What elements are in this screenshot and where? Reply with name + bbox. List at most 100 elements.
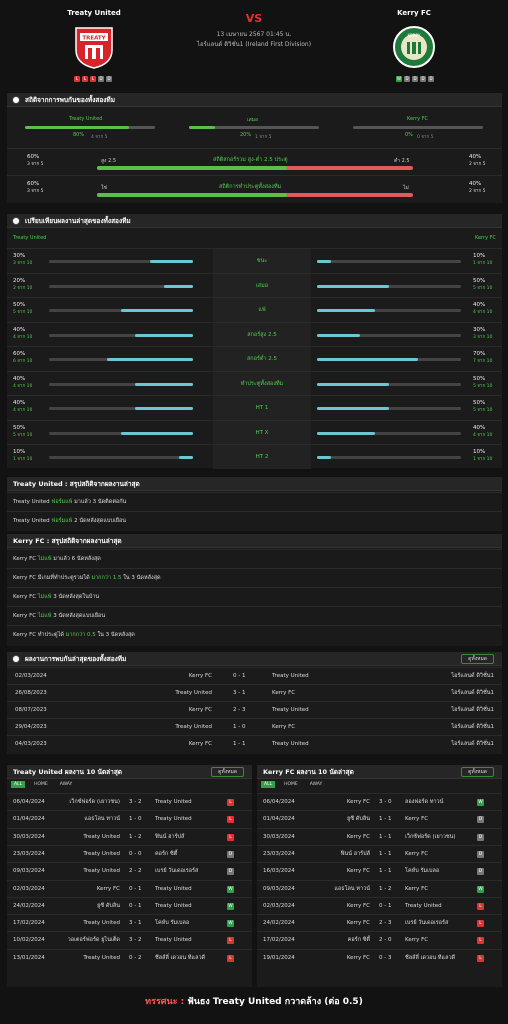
compare-row: 10% 1 จาก 10 HT 2 10% 1 จาก 10 <box>7 444 502 469</box>
compare-row: 40% 4 จาก 10 HT 1 50% 5 จาก 10 <box>7 395 502 420</box>
summary-rest: มาแล้ว 3 นัดติดต่อกัน <box>74 499 127 505</box>
match-away: เบรย์ วันเดอเรอร์ส <box>155 868 199 875</box>
h2h-result-row[interactable]: 02/03/2024 Kerry FC 0 - 1 Treaty United ไอร์… <box>7 667 502 684</box>
match-row[interactable]: 23/03/2024 ฟินน์ ฮาร์ปส์ 1 - 1 Kerry FC D <box>257 844 502 862</box>
h2h-stats-title: สถิติจากการพบกันของทั้งสองทีม <box>7 93 502 107</box>
form-badge: D <box>98 76 104 82</box>
match-away: Treaty United <box>155 885 192 892</box>
match-home: Kerry FC <box>96 885 120 892</box>
match-date: 13/01/2024 <box>13 954 45 961</box>
btts-bar <box>97 193 413 197</box>
compare-right-fill <box>317 431 375 435</box>
compare-left-fill <box>135 382 193 386</box>
home-team-name[interactable]: Treaty United <box>67 9 121 17</box>
match-row[interactable]: 02/03/2024 Kerry FC 0 - 1 Treaty United L <box>257 896 502 914</box>
h2h-result-row[interactable]: 26/08/2023 Treaty United 3 - 1 Kerry FC ไอร์… <box>7 684 502 701</box>
match-row[interactable]: 24/02/2024 ยูซี ดับลิน 0 - 1 Treaty United W <box>7 896 252 914</box>
tab-away[interactable]: AWAY <box>309 782 323 787</box>
compare-row: 20% 2 จาก 10 เสมอ 50% 5 จาก 10 <box>7 272 502 298</box>
form-badge: D <box>428 76 434 82</box>
compare-left-pct-sub: 1 จาก 10 <box>13 457 33 462</box>
match-row[interactable]: 30/03/2024 Kerry FC 1 - 1 เว็กซ์ฟอร์ด (เยาว… <box>257 827 502 845</box>
ou-left-label: สูง 2.5 <box>101 158 117 164</box>
compare-away-label: Kerry FC <box>474 235 496 241</box>
compare-left-pct: 40% 4 จาก 10 <box>13 400 32 414</box>
match-home: เว็กซ์ฟอร์ด (เยาวชน) <box>69 799 120 805</box>
verdict: ทรรศนะ : ฟันธง Treaty United กวาดล้าง (ต… <box>0 994 508 1008</box>
match-home: Kerry FC <box>346 868 370 875</box>
match-home: Kerry FC <box>346 833 370 840</box>
match-score: 0 - 1 <box>379 902 392 909</box>
compare-right-bar <box>317 407 461 410</box>
tab-all[interactable]: ALL <box>261 781 276 788</box>
match-row[interactable]: 06/04/2024 Kerry FC 3 - 0 ลองฟอร์ด ทาวน์ W <box>257 793 502 810</box>
form-badge: L <box>90 76 96 82</box>
football-icon <box>12 655 20 663</box>
summary-team: Kerry FC <box>13 632 38 638</box>
match-row[interactable]: 30/03/2024 Treaty United 1 - 2 ฟินน์ ฮาร์ปส… <box>7 827 252 845</box>
h2h-away: Treaty United <box>272 741 309 747</box>
match-row[interactable]: 13/01/2024 Treaty United 0 - 2 ชีลส์ลี่ เดว… <box>7 948 252 966</box>
match-home: วอเตอร์ฟอร์ด ยูไนเต็ด <box>67 937 120 944</box>
compare-right-pct: 40% 4 จาก 10 <box>473 425 492 439</box>
match-row[interactable]: 16/03/2024 Kerry FC 1 - 1 โคห์บ รัมเบลอ D <box>257 862 502 879</box>
tab-all[interactable]: ALL <box>11 781 26 788</box>
home-last10-title: Treaty United ผลงาน 10 นัดล่าสุด <box>7 765 252 779</box>
h2h-draw-sub: 1 จาก 5 <box>255 134 272 140</box>
result-badge: L <box>227 954 234 962</box>
match-score: 3 - 2 <box>129 937 142 944</box>
h2h-result-row[interactable]: 08/07/2023 Kerry FC 2 - 3 Treaty United ไอร์… <box>7 701 502 718</box>
match-row[interactable]: 01/04/2024 แอธโลน ทาวน์ 1 - 0 Treaty United… <box>7 810 252 827</box>
match-row[interactable]: 17/02/2024 Treaty United 3 - 1 โคห์บ รัมเบล… <box>7 914 252 931</box>
compare-right-pct-sub: 1 จาก 10 <box>473 261 493 266</box>
tab-home[interactable]: HOME <box>284 782 298 787</box>
football-icon <box>12 96 20 104</box>
h2h-home: Kerry FC <box>188 707 212 713</box>
compare-left-fill <box>178 456 193 459</box>
away-team-logo[interactable]: KERRY <box>392 24 436 70</box>
result-badge: D <box>477 816 484 824</box>
h2h-away-label: Kerry FC <box>407 116 429 122</box>
compare-row: 30% 3 จาก 10 ชนะ 10% 1 จาก 10 <box>7 248 502 273</box>
h2h-result-row[interactable]: 04/03/2023 Kerry FC 1 - 1 Treaty United ไอร์… <box>7 735 502 752</box>
match-row[interactable]: 06/04/2024 เว็กซ์ฟอร์ด (เยาวชน) 3 - 2 Treat… <box>7 793 252 810</box>
h2h-result-row[interactable]: 29/04/2023 Treaty United 1 - 0 Kerry FC ไอร์… <box>7 718 502 735</box>
home-last10-view-all-button[interactable]: ดูทั้งหมด <box>211 767 244 777</box>
summary-team: Kerry FC <box>13 594 38 600</box>
home-team-logo[interactable]: TREATY <box>72 24 116 70</box>
match-row[interactable]: 24/02/2024 Kerry FC 2 - 3 เบรย์ วันเดอเรอร์… <box>257 914 502 931</box>
match-row[interactable]: 19/01/2024 Kerry FC 0 - 3 ชีลส์ลี่ เดวอน ที… <box>257 948 502 966</box>
btts-title: สถิติการทำประตูทั้งสองทีม <box>219 184 282 190</box>
match-row[interactable]: 10/02/2024 วอเตอร์ฟอร์ด ยูไนเต็ด 3 - 2 Trea… <box>7 931 252 948</box>
compare-right-bar <box>317 358 461 361</box>
match-row[interactable]: 23/03/2024 Treaty United 0 - 0 คอร์ก ซิตี้ D <box>7 844 252 862</box>
h2h-home-sub: 4 จาก 5 <box>91 134 108 140</box>
h2h-home: Treaty United <box>175 690 212 696</box>
match-row[interactable]: 09/03/2024 Treaty United 2 - 2 เบรย์ วันเดอ… <box>7 862 252 879</box>
football-icon <box>12 217 20 225</box>
tab-away[interactable]: AWAY <box>59 782 73 787</box>
away-team-name[interactable]: Kerry FC <box>397 9 431 17</box>
match-home: Kerry FC <box>346 954 370 961</box>
summary-highlight: ฟอร์มแพ้ <box>51 499 75 505</box>
h2h-view-all-button[interactable]: ดูทั้งหมด <box>461 654 494 664</box>
match-row[interactable]: 02/03/2024 Kerry FC 0 - 1 Treaty United W <box>7 879 252 897</box>
match-score: 2 - 3 <box>379 920 392 927</box>
match-row[interactable]: 01/04/2024 ยูซี ดับลิน 1 - 1 Kerry FC D <box>257 810 502 827</box>
compare-right-pct-sub: 4 จาก 10 <box>473 310 493 315</box>
h2h-away: Treaty United <box>272 673 309 679</box>
svg-text:KERRY: KERRY <box>408 33 421 38</box>
compare-left-pct: 20% 2 จาก 10 <box>13 278 32 292</box>
match-home: Treaty United <box>83 868 120 875</box>
match-home: Treaty United <box>83 850 120 857</box>
svg-text:TREATY: TREATY <box>82 36 106 42</box>
summary-highlight: ไม่แพ้ <box>37 556 54 562</box>
match-row[interactable]: 09/03/2024 แอธโลน ทาวน์ 1 - 2 Kerry FC W <box>257 879 502 897</box>
away-last10-view-all-button[interactable]: ดูทั้งหมด <box>461 767 494 777</box>
match-home: ยูซี ดับลิน <box>347 816 370 823</box>
compare-right-fill <box>317 456 332 459</box>
tab-home[interactable]: HOME <box>34 782 48 787</box>
btts-right-label: ไม่ <box>403 185 409 191</box>
match-row[interactable]: 17/02/2024 คอร์ก ซิตี้ 2 - 0 Kerry FC L <box>257 931 502 948</box>
